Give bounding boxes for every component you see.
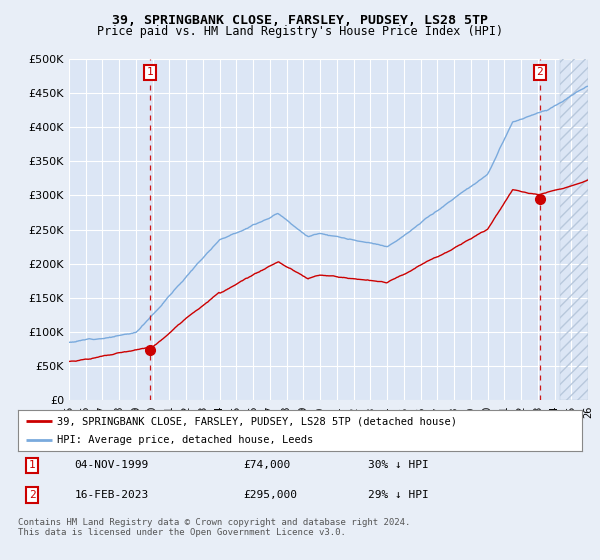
Text: 04-NOV-1999: 04-NOV-1999 [74,460,149,470]
Text: 29% ↓ HPI: 29% ↓ HPI [368,490,428,500]
Text: Contains HM Land Registry data © Crown copyright and database right 2024.
This d: Contains HM Land Registry data © Crown c… [18,518,410,538]
Text: 30% ↓ HPI: 30% ↓ HPI [368,460,428,470]
Text: £295,000: £295,000 [244,490,298,500]
Text: Price paid vs. HM Land Registry's House Price Index (HPI): Price paid vs. HM Land Registry's House … [97,25,503,38]
Text: 39, SPRINGBANK CLOSE, FARSLEY, PUDSEY, LS28 5TP: 39, SPRINGBANK CLOSE, FARSLEY, PUDSEY, L… [112,14,488,27]
Text: 1: 1 [146,67,154,77]
Text: 1: 1 [29,460,35,470]
Text: 2: 2 [536,67,543,77]
Text: 2: 2 [29,490,35,500]
Text: 39, SPRINGBANK CLOSE, FARSLEY, PUDSEY, LS28 5TP (detached house): 39, SPRINGBANK CLOSE, FARSLEY, PUDSEY, L… [58,417,457,426]
Text: 16-FEB-2023: 16-FEB-2023 [74,490,149,500]
Text: HPI: Average price, detached house, Leeds: HPI: Average price, detached house, Leed… [58,435,314,445]
Text: £74,000: £74,000 [244,460,291,470]
